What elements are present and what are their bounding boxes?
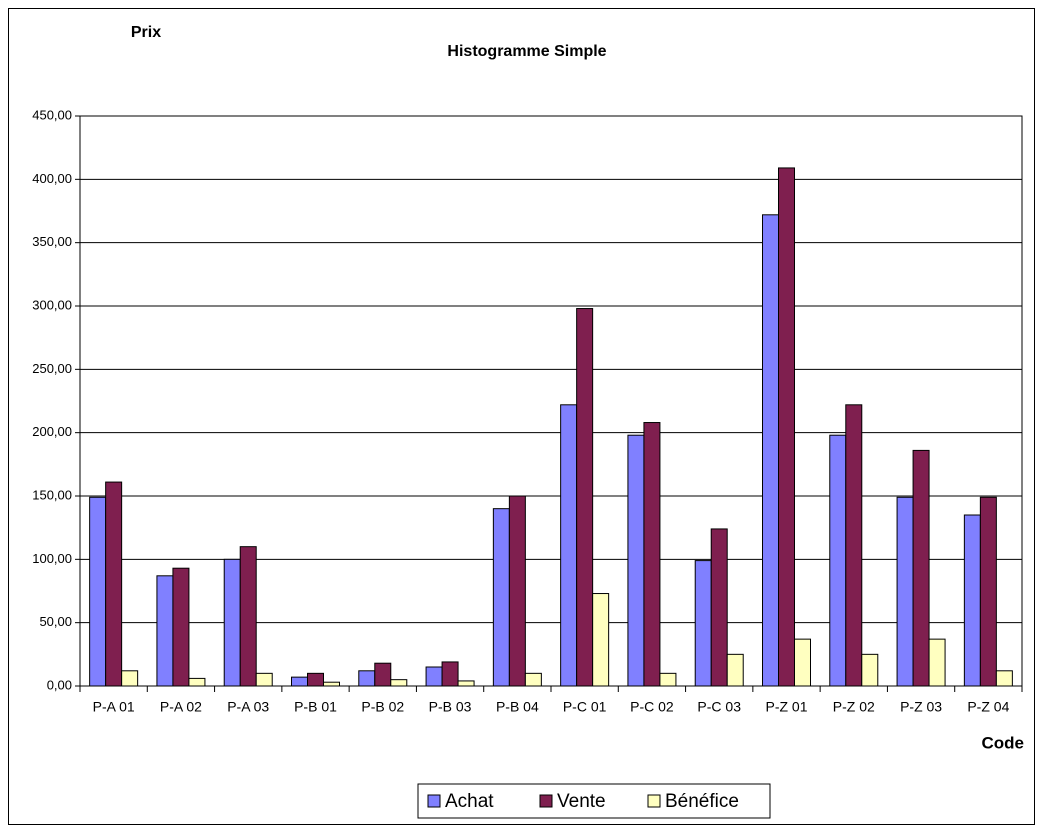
- bar: [390, 679, 408, 687]
- x-tick-label: P-C 03: [697, 699, 741, 715]
- bar: [726, 653, 744, 687]
- y-tick-label: 300,00: [32, 297, 72, 312]
- x-tick-label: P-B 01: [294, 699, 337, 715]
- bar: [710, 528, 728, 687]
- legend-swatch: [647, 794, 661, 808]
- bar: [441, 661, 459, 687]
- bar: [291, 676, 308, 687]
- bar: [643, 422, 661, 687]
- legend-label: Bénéfice: [665, 791, 739, 812]
- bar: [255, 672, 273, 687]
- legend-label: Vente: [557, 791, 606, 812]
- y-tick-label: 200,00: [32, 424, 72, 439]
- bar: [323, 681, 340, 687]
- bar: [845, 404, 863, 687]
- bar: [156, 575, 174, 687]
- x-tick-label: P-Z 02: [833, 699, 875, 715]
- y-tick-label: 250,00: [32, 361, 72, 376]
- bar: [425, 666, 443, 687]
- legend-label: Achat: [445, 791, 494, 812]
- bar: [223, 558, 241, 687]
- bar: [912, 449, 930, 687]
- x-tick-label: P-C 02: [630, 699, 674, 715]
- bar: [762, 214, 779, 687]
- legend-box: [417, 783, 771, 819]
- bar: [794, 638, 811, 687]
- plot-border: [79, 115, 1023, 687]
- bar: [239, 546, 257, 687]
- bar: [659, 672, 677, 687]
- y-tick-label: 50,00: [39, 614, 72, 629]
- chart-title: Histogramme Simple: [447, 43, 606, 60]
- x-tick-label: P-B 04: [496, 699, 539, 715]
- bar: [121, 670, 139, 687]
- bar: [105, 481, 123, 687]
- legend-swatch: [539, 794, 553, 808]
- bar: [172, 567, 190, 687]
- x-tick-label: P-A 02: [160, 699, 202, 715]
- bar: [861, 653, 879, 687]
- x-tick-label: P-Z 04: [967, 699, 1009, 715]
- x-tick-label: P-A 03: [227, 699, 269, 715]
- bar: [560, 404, 578, 687]
- y-axis-label: Prix: [131, 24, 161, 41]
- bar: [358, 670, 376, 687]
- bar: [492, 508, 510, 687]
- bar: [829, 434, 847, 687]
- plot-area: [80, 116, 1022, 686]
- x-tick-label: P-B 02: [361, 699, 404, 715]
- x-tick-label: P-Z 03: [900, 699, 942, 715]
- bar: [89, 496, 107, 687]
- bar: [374, 662, 392, 687]
- y-tick-label: 150,00: [32, 487, 72, 502]
- bar: [576, 308, 594, 687]
- x-axis-label: Code: [982, 733, 1025, 752]
- bar: [457, 680, 475, 687]
- y-tick-label: 0,00: [47, 677, 72, 692]
- bar: [995, 670, 1013, 687]
- x-tick-label: P-A 01: [93, 699, 135, 715]
- bar: [778, 167, 795, 687]
- bar: [928, 638, 946, 687]
- bar: [896, 496, 914, 687]
- bar: [592, 593, 610, 687]
- bar: [979, 496, 997, 687]
- bar: [963, 514, 981, 687]
- y-tick-label: 350,00: [32, 234, 72, 249]
- x-tick-label: P-C 01: [563, 699, 607, 715]
- bar: [627, 434, 645, 687]
- y-tick-label: 400,00: [32, 171, 72, 186]
- bar: [307, 672, 324, 687]
- y-tick-label: 100,00: [32, 551, 72, 566]
- bar: [694, 560, 712, 687]
- x-tick-label: P-Z 01: [765, 699, 807, 715]
- bar: [508, 495, 526, 687]
- bar: [524, 672, 542, 687]
- legend-swatch: [427, 794, 441, 808]
- y-tick-label: 450,00: [32, 107, 72, 122]
- bar: [188, 677, 206, 687]
- x-tick-label: P-B 03: [429, 699, 472, 715]
